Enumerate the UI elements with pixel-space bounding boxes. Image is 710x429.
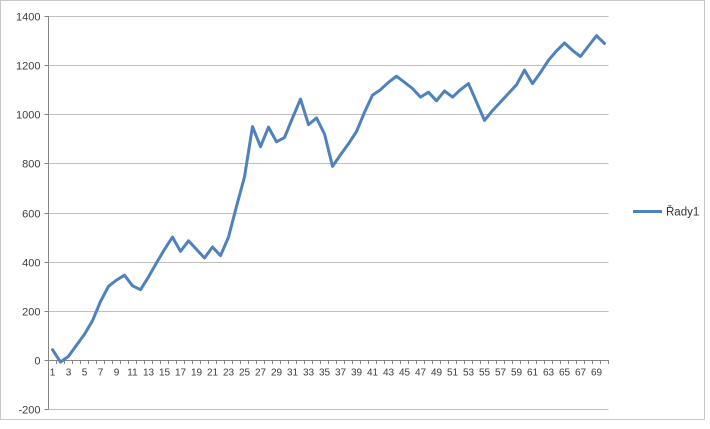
x-axis-label: 21: [207, 368, 219, 379]
x-axis-label: 13: [143, 368, 155, 379]
y-axis-label: 200: [22, 307, 40, 319]
y-axis-labels: 1400 1200 1000 800 600 400 200 0 -200: [16, 12, 40, 417]
x-axis-label: 55: [479, 368, 491, 379]
x-axis-label: 29: [271, 368, 283, 379]
x-axis-label: 35: [319, 368, 331, 379]
y-axis-label: 600: [22, 209, 40, 221]
x-axis-label: 57: [495, 368, 507, 379]
x-axis-label: 59: [511, 368, 523, 379]
x-axis-label: 45: [399, 368, 411, 379]
x-axis-label: 61: [527, 368, 539, 379]
x-axis-label: 17: [175, 368, 187, 379]
series-line[interactable]: [51, 34, 606, 364]
y-axis-ticks: [44, 16, 49, 410]
gridlines: [48, 16, 609, 410]
x-axis-label: 65: [559, 368, 571, 379]
x-axis-label: 53: [463, 368, 475, 379]
x-axis-label: 51: [447, 368, 459, 379]
y-axis-label: 800: [22, 159, 40, 171]
legend-label: Řady1: [666, 206, 699, 219]
x-axis-label: 67: [575, 368, 587, 379]
x-axis-label: 69: [591, 368, 603, 379]
y-axis-label: 1400: [16, 12, 40, 24]
x-axis-label: 5: [82, 368, 88, 379]
x-axis-label: 63: [543, 368, 555, 379]
x-axis-label: 11: [127, 368, 138, 379]
x-axis-label: 33: [303, 368, 315, 379]
y-axis-label: 400: [22, 258, 40, 270]
x-axis-label: 1: [50, 368, 56, 379]
x-axis-label: 47: [415, 368, 427, 379]
x-axis-label: 3: [66, 368, 72, 379]
x-axis-label: 19: [191, 368, 203, 379]
x-axis-label: 49: [431, 368, 443, 379]
y-axis-label: 1000: [16, 110, 40, 122]
y-axis-label: -200: [18, 405, 40, 417]
x-axis-label: 7: [98, 368, 104, 379]
x-axis-label: 31: [287, 368, 299, 379]
legend[interactable]: Řady1: [633, 206, 699, 219]
axis-lines: [48, 16, 609, 410]
x-axis-label: 15: [159, 368, 171, 379]
x-axis-label: 23: [223, 368, 235, 379]
x-axis-label: 25: [239, 368, 251, 379]
y-axis-label: 1200: [16, 61, 40, 73]
x-axis-labels: 1 3 5 7 9 11 13 15 17 19 21 23 25 27 29 31 33 35 37 39 41 43 4…: [50, 368, 603, 379]
chart-border: [0, 0, 705, 420]
x-axis-label: 37: [335, 368, 347, 379]
x-axis-label: 41: [367, 368, 379, 379]
x-axis-label: 9: [114, 368, 120, 379]
x-axis-label: 27: [255, 368, 267, 379]
y-axis-label: 0: [34, 356, 40, 368]
x-axis-label: 39: [351, 368, 363, 379]
x-axis-label: 43: [383, 368, 395, 379]
